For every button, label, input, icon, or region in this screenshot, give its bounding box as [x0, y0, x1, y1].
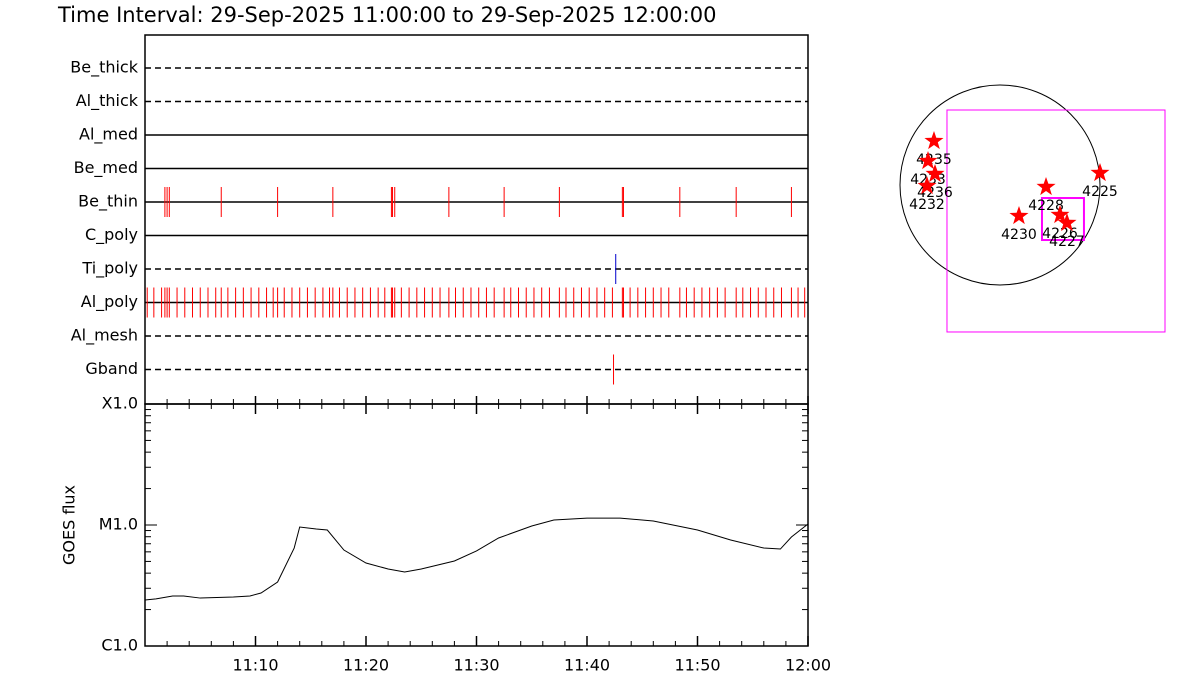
x-tick-label: 12:00	[785, 656, 831, 675]
region-star	[925, 164, 945, 182]
row-label: Al_poly	[81, 292, 138, 312]
region-label: 4230	[1001, 227, 1037, 243]
y-axis-label: GOES flux	[60, 485, 79, 565]
goes-frame	[144, 403, 809, 647]
region-star	[1057, 213, 1077, 232]
x-tick-label: 11:30	[453, 656, 499, 675]
y-tick-label: X1.0	[102, 394, 138, 413]
row-label: Al_mesh	[71, 326, 138, 346]
row-label: Al_thick	[76, 91, 139, 111]
row-label: Gband	[85, 359, 138, 378]
region-star	[1050, 205, 1070, 224]
row-label: Ti_poly	[81, 259, 138, 279]
x-tick-label: 11:10	[232, 656, 278, 675]
row-label: Al_med	[79, 125, 138, 145]
chart-title: Time Interval: 29-Sep-2025 11:00:00 to 2…	[57, 3, 716, 27]
region-label: 4227	[1049, 234, 1085, 250]
x-tick-label: 11:20	[343, 656, 389, 675]
region-star	[924, 131, 944, 150]
row-label: C_poly	[85, 225, 138, 245]
region-star	[1009, 206, 1029, 225]
y-tick-label: C1.0	[101, 636, 138, 655]
region-star	[918, 151, 938, 170]
fov-box	[1040, 197, 1085, 241]
row-label: Be_med	[74, 158, 138, 178]
region-label: 4228	[1028, 198, 1064, 214]
fov-box	[946, 109, 1166, 333]
solar-disk	[899, 84, 1101, 286]
row-label: Be_thin	[78, 192, 138, 212]
goes-curve	[144, 517, 809, 601]
region-star	[1036, 177, 1056, 196]
timeline-frame	[144, 34, 809, 405]
region-label: 4225	[1082, 184, 1118, 200]
region-label: 4232	[909, 197, 945, 213]
row-label: Be_thick	[70, 58, 138, 78]
region-label: 4226	[1042, 226, 1078, 242]
region-star	[1090, 163, 1110, 182]
x-tick-label: 11:40	[564, 656, 610, 675]
y-tick-label: M1.0	[99, 515, 138, 534]
region-star	[917, 176, 937, 195]
x-tick-label: 11:50	[674, 656, 720, 675]
